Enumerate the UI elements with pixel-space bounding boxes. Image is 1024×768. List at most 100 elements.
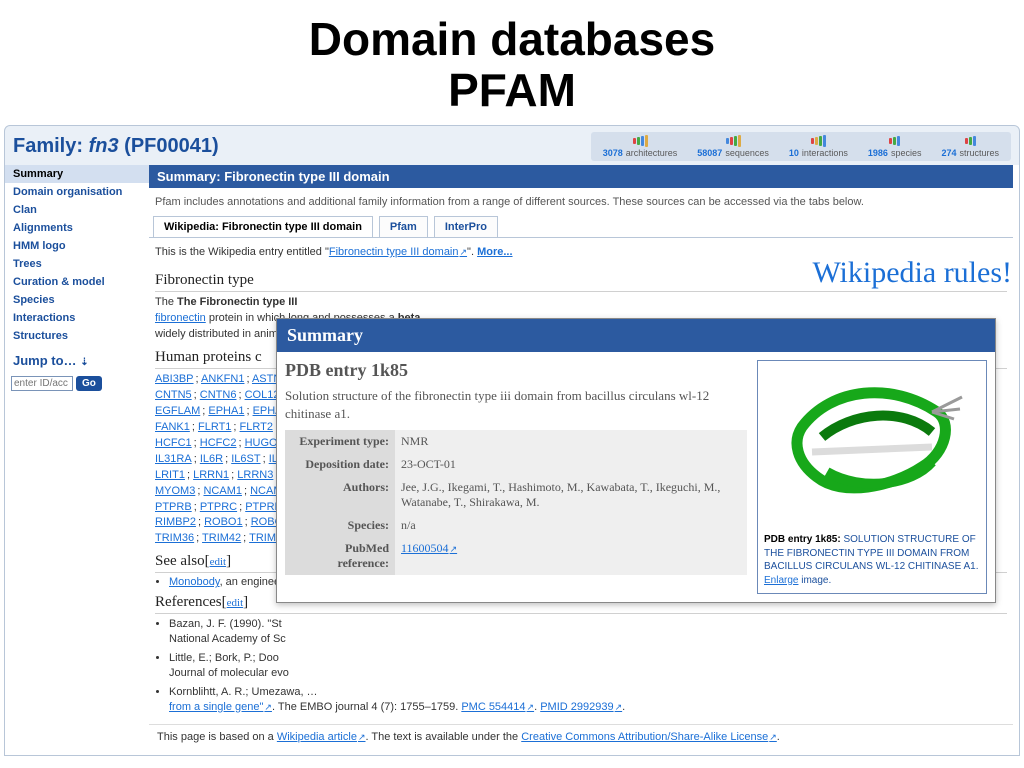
tab-wikipedia[interactable]: Wikipedia: Fibronectin type III domain	[153, 216, 373, 237]
sidebar-item-trees[interactable]: Trees	[5, 255, 149, 273]
pdb-title: PDB entry 1k85	[285, 360, 747, 381]
protein-link[interactable]: TRIM36	[155, 532, 194, 544]
ribbon-icon	[767, 367, 977, 527]
intro-text: Pfam includes annotations and additional…	[149, 188, 1013, 216]
structure-image	[764, 367, 980, 527]
overlay-body: PDB entry 1k85 Solution structure of the…	[277, 352, 995, 602]
tab-interpro[interactable]: InterPro	[434, 216, 498, 237]
protein-link[interactable]: FLRT1	[198, 421, 231, 433]
overlay-left: PDB entry 1k85 Solution structure of the…	[285, 360, 747, 594]
stat-item[interactable]: 10 interactions	[779, 134, 858, 159]
protein-link[interactable]: LRRN3	[237, 469, 273, 481]
stat-item[interactable]: 58087 sequences	[687, 134, 779, 159]
stats-bar: 3078 architectures58087 sequences10 inte…	[591, 132, 1011, 161]
footer-note: This page is based on a Wikipedia articl…	[149, 724, 1013, 749]
stat-icon	[723, 135, 743, 147]
summary-bar: Summary: Fibronectin type III domain	[149, 165, 1013, 188]
protein-link[interactable]: PTPRB	[155, 501, 192, 513]
tab-row: Wikipedia: Fibronectin type III domain Pf…	[149, 216, 1013, 238]
protein-link[interactable]: TRIM42	[202, 532, 241, 544]
protein-link[interactable]: ANKFN1	[201, 373, 244, 385]
protein-link[interactable]: LRRN1	[193, 469, 229, 481]
family-label: Family:	[13, 135, 83, 157]
stat-icon	[960, 135, 980, 147]
pmid-link[interactable]: PMID 2992939	[540, 701, 622, 713]
reference-item: Bazan, J. F. (1990). "StNational Academy…	[169, 617, 1007, 647]
overlay-bar: Summary	[277, 319, 995, 352]
protein-link[interactable]: RIMBP2	[155, 516, 196, 528]
pdb-table-row: Species:n/a	[285, 514, 747, 537]
sidebar-item-hmm-logo[interactable]: HMM logo	[5, 237, 149, 255]
protein-link[interactable]: HCFC1	[155, 437, 192, 449]
go-button[interactable]: Go	[76, 376, 102, 391]
protein-link[interactable]: EPHA1	[208, 405, 244, 417]
jump-input[interactable]	[11, 376, 73, 391]
overlay-right: PDB entry 1k85: SOLUTION STRUCTURE OF TH…	[757, 360, 987, 594]
seealso-edit-link[interactable]: edit	[210, 556, 227, 568]
family-title: Family: fn3 (PF00041)	[13, 135, 219, 158]
stat-item[interactable]: 3078 architectures	[593, 134, 688, 159]
family-accession: (PF00041)	[124, 135, 219, 157]
references-list: Bazan, J. F. (1990). "StNational Academy…	[155, 617, 1007, 714]
sidebar-item-curation-model[interactable]: Curation & model	[5, 273, 149, 291]
protein-link[interactable]: ROBO1	[204, 516, 243, 528]
sidebar-item-clan[interactable]: Clan	[5, 201, 149, 219]
slide-title: Domain databases PFAM	[0, 0, 1024, 125]
pfam-header: Family: fn3 (PF00041) 3078 architectures…	[5, 126, 1019, 165]
sidebar-item-alignments[interactable]: Alignments	[5, 219, 149, 237]
sidebar: SummaryDomain organisationClanAlignments…	[5, 165, 149, 755]
stat-icon	[630, 135, 650, 147]
fibronectin-link[interactable]: fibronectin	[155, 312, 206, 324]
monobody-link[interactable]: Monobody	[169, 576, 220, 588]
protein-link[interactable]: IL31RA	[155, 453, 192, 465]
pdb-table-row: Authors:Jee, J.G., Ikegami, T., Hashimot…	[285, 476, 747, 514]
reference-item: Kornblihtt, A. R.; Umezawa, …from a sing…	[169, 685, 1007, 715]
pmc-link[interactable]: PMC 554414	[461, 701, 534, 713]
protein-link[interactable]: CNTN6	[200, 389, 237, 401]
protein-link[interactable]: EGFLAM	[155, 405, 200, 417]
structure-caption: PDB entry 1k85: SOLUTION STRUCTURE OF TH…	[764, 533, 980, 587]
pubmed-link[interactable]: 11600504	[401, 541, 457, 555]
refs-edit-link[interactable]: edit	[227, 597, 244, 609]
pdb-table-row: Experiment type:NMR	[285, 430, 747, 453]
cc-license-link[interactable]: Creative Commons Attribution/Share-Alike…	[521, 731, 777, 743]
reference-item: Little, E.; Bork, P.; DooJournal of mole…	[169, 651, 1007, 681]
protein-link[interactable]: NCAM1	[203, 485, 242, 497]
family-name: fn3	[89, 135, 119, 157]
protein-link[interactable]: IL6R	[200, 453, 223, 465]
protein-link[interactable]: MYOM3	[155, 485, 195, 497]
sidebar-item-interactions[interactable]: Interactions	[5, 309, 149, 327]
sidebar-item-structures[interactable]: Structures	[5, 327, 149, 345]
jump-to-label: Jump to… ⇣	[5, 345, 149, 376]
wiki-title-link[interactable]: Fibronectin type III domain	[329, 246, 467, 258]
ref-link[interactable]: from a single gene"	[169, 701, 272, 713]
protein-link[interactable]: LRIT1	[155, 469, 185, 481]
jump-arrow-icon: ⇣	[80, 357, 88, 368]
protein-link[interactable]: FANK1	[155, 421, 190, 433]
pdb-desc: Solution structure of the fibronectin ty…	[285, 387, 747, 422]
protein-link[interactable]: HUGO	[245, 437, 278, 449]
protein-link[interactable]: HCFC2	[200, 437, 237, 449]
pdb-table-row: PubMed reference:11600504	[285, 537, 747, 575]
protein-link[interactable]: CNTN5	[155, 389, 192, 401]
protein-link[interactable]: IL6ST	[231, 453, 260, 465]
pdb-table: Experiment type:NMRDeposition date:23-OC…	[285, 430, 747, 575]
stat-icon	[808, 135, 828, 147]
protein-link[interactable]: FLRT2	[240, 421, 273, 433]
enlarge-link[interactable]: Enlarge	[764, 575, 798, 586]
stat-item[interactable]: 274 structures	[931, 134, 1009, 159]
annotation-text: Wikipedia rules!	[812, 256, 1012, 290]
pdb-overlay: Summary PDB entry 1k85 Solution structur…	[276, 318, 996, 603]
protein-link[interactable]: ABI3BP	[155, 373, 194, 385]
slide-title-line1: Domain databases	[0, 14, 1024, 65]
tab-pfam[interactable]: Pfam	[379, 216, 428, 237]
slide-title-line2: PFAM	[0, 65, 1024, 116]
sidebar-item-domain-organisation[interactable]: Domain organisation	[5, 183, 149, 201]
stat-item[interactable]: 1986 species	[858, 134, 932, 159]
sidebar-item-species[interactable]: Species	[5, 291, 149, 309]
wikipedia-article-link[interactable]: Wikipedia article	[277, 731, 366, 743]
protein-link[interactable]: PTPRC	[200, 501, 237, 513]
jump-row: Go	[5, 376, 149, 391]
more-link[interactable]: More...	[477, 246, 512, 258]
sidebar-item-summary[interactable]: Summary	[5, 165, 149, 183]
